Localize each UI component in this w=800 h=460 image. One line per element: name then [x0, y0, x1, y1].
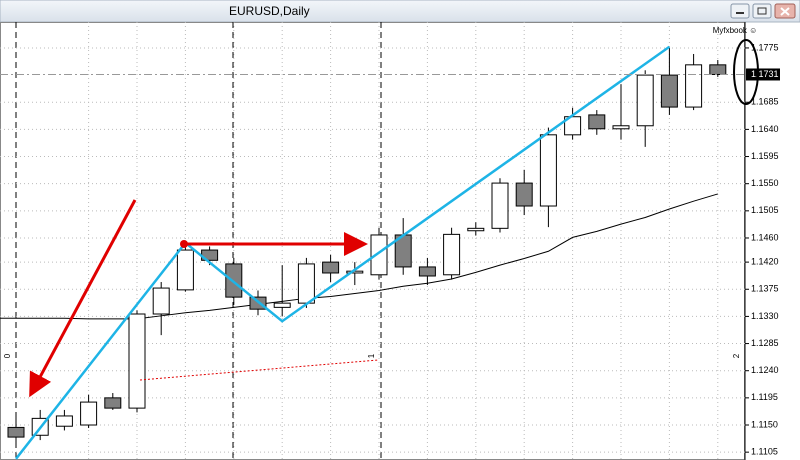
candle-body: [709, 64, 727, 75]
candle-body: [370, 234, 388, 276]
arrow: [29, 199, 137, 398]
period-label: 1: [367, 353, 376, 358]
candle-body: [588, 114, 606, 130]
candle-body: [80, 401, 98, 426]
window-buttons[interactable]: [730, 3, 796, 19]
zigzag: [15, 45, 671, 460]
marks: 1.1731: [0, 45, 780, 460]
candle-body: [322, 261, 340, 274]
y-tick-label: 1.1460: [751, 232, 779, 242]
restore-button[interactable]: [752, 3, 772, 19]
candle-body: [491, 182, 509, 229]
current-price-label: 1.1731: [751, 69, 779, 79]
restore-icon: [757, 7, 767, 15]
y-tick-label: 1.1505: [751, 205, 779, 215]
y-tick-label: 1.1330: [751, 311, 779, 321]
candle-body: [660, 74, 678, 108]
y-tick-label: 1.1685: [751, 97, 779, 107]
minimize-button[interactable]: [730, 3, 750, 19]
highlight-ellipse: [733, 39, 759, 105]
candle-body: [55, 415, 73, 427]
candle-body: [176, 249, 194, 291]
period-label: 0: [3, 353, 12, 358]
candle-body: [443, 233, 461, 276]
annotations: [29, 39, 759, 398]
y-tick-label: 1.1595: [751, 151, 779, 161]
candle-body: [104, 397, 122, 409]
candle-body: [7, 426, 25, 438]
y-tick-label: 1.1775: [751, 42, 779, 52]
close-icon: [780, 7, 790, 16]
window-title: EURUSD,Daily: [229, 4, 310, 18]
candle-body: [515, 182, 533, 207]
candle-body: [539, 134, 557, 207]
candle-body: [152, 287, 170, 315]
y-tick-label: 1.1195: [751, 392, 778, 402]
y-tick-label: 1.1375: [751, 284, 779, 294]
candle-body: [636, 74, 654, 127]
y-tick-label: 1.1550: [751, 178, 779, 188]
candle-body: [418, 266, 436, 277]
y-tick-label: 1.1150: [751, 419, 778, 429]
candle-body: [467, 227, 485, 232]
y-tick-label: 1.1240: [751, 365, 779, 375]
y-tick-label: 1.1420: [751, 256, 779, 266]
candle-body: [273, 302, 291, 308]
y-tick-label: 1.1285: [751, 338, 779, 348]
candle-body: [685, 64, 703, 108]
period-label: 2: [732, 353, 741, 358]
candle-body: [128, 313, 146, 409]
current-price-box: [746, 68, 780, 81]
candle-body: [297, 263, 315, 304]
arrow-start: [180, 240, 188, 248]
y-tick-label: 1.1640: [751, 124, 779, 134]
candle-body: [612, 125, 630, 130]
watermark: Myfxbook ☺: [713, 26, 758, 35]
y-tick-label: 1.1105: [751, 447, 778, 457]
title-bar: [0, 0, 800, 23]
